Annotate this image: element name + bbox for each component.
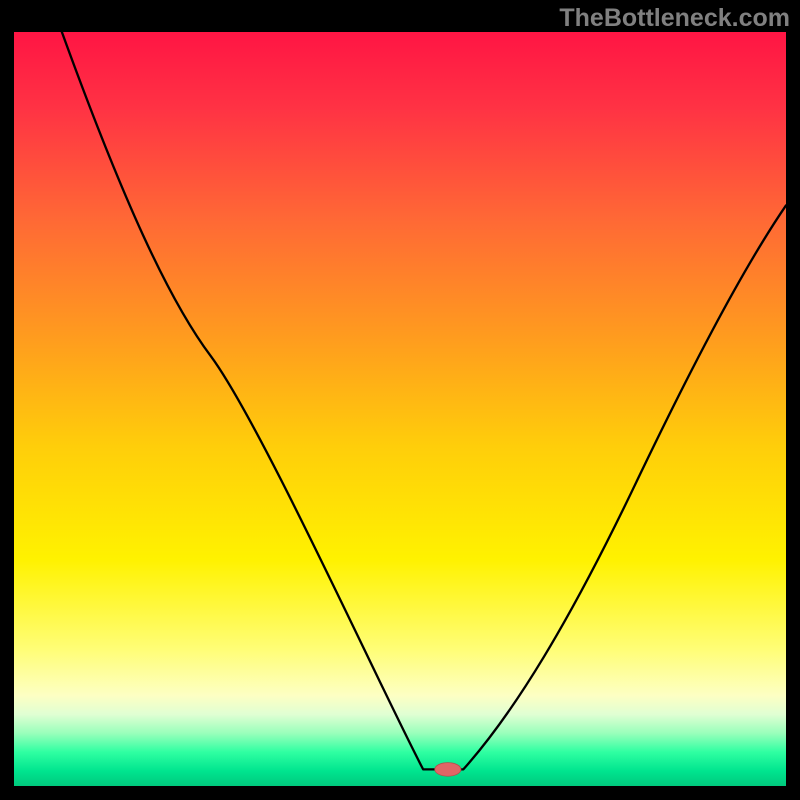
chart-svg — [14, 32, 786, 786]
optimal-point-marker — [435, 763, 461, 777]
gradient-background — [14, 32, 786, 786]
chart-container: TheBottleneck.com — [0, 0, 800, 800]
watermark-text: TheBottleneck.com — [559, 4, 790, 33]
plot-area — [14, 32, 786, 786]
